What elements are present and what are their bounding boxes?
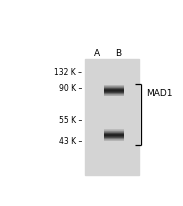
Bar — [104, 131, 124, 132]
Bar — [104, 135, 124, 136]
Text: 55 K –: 55 K – — [59, 115, 82, 124]
Bar — [104, 136, 124, 137]
Bar — [104, 87, 124, 88]
Text: 132 K –: 132 K – — [54, 68, 82, 77]
Text: B: B — [115, 49, 121, 58]
Text: A: A — [94, 49, 100, 58]
Bar — [104, 138, 124, 139]
Bar — [104, 93, 124, 94]
Bar — [104, 85, 124, 86]
Text: MAD1: MAD1 — [146, 88, 173, 97]
Bar — [104, 130, 124, 131]
Bar — [104, 92, 124, 93]
Bar — [104, 140, 124, 141]
Bar — [104, 94, 124, 95]
Text: 90 K –: 90 K – — [59, 84, 82, 93]
Bar — [104, 133, 124, 134]
Text: 43 K –: 43 K – — [59, 136, 82, 145]
Bar — [104, 95, 124, 96]
Bar — [104, 139, 124, 140]
Bar — [104, 91, 124, 92]
Bar — [85, 60, 139, 175]
Bar — [104, 90, 124, 91]
Bar — [104, 137, 124, 138]
Bar — [104, 89, 124, 90]
Bar — [104, 132, 124, 133]
Bar — [104, 86, 124, 87]
